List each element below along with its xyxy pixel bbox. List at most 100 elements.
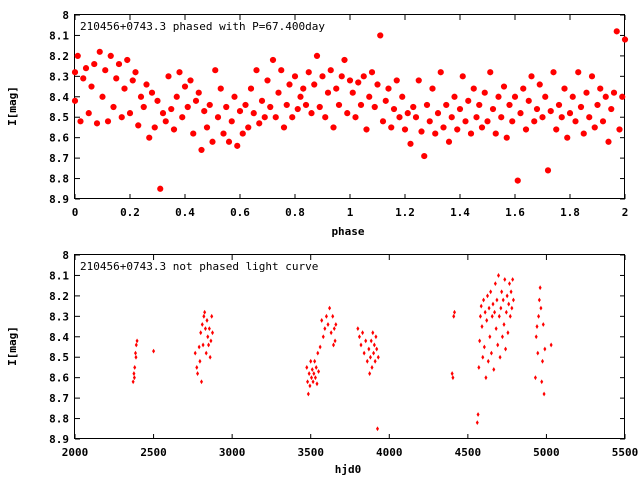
data-point: [569, 93, 576, 100]
data-point: [362, 350, 366, 356]
data-point: [421, 152, 428, 160]
data-point: [107, 52, 114, 59]
data-point: [451, 93, 458, 100]
data-point: [317, 369, 321, 374]
data-point: [316, 350, 320, 356]
data-point: [332, 342, 335, 348]
y-tick-label: 8.5: [49, 351, 69, 364]
data-point: [306, 379, 310, 385]
data-point: [322, 114, 329, 121]
data-point: [225, 138, 233, 145]
data-point: [517, 110, 524, 117]
data-point: [399, 93, 406, 100]
data-point: [478, 338, 482, 344]
data-point: [126, 110, 134, 117]
data-point: [371, 103, 378, 111]
y-tick-label: 8.9: [49, 433, 69, 446]
data-point: [332, 326, 336, 331]
data-point: [487, 69, 494, 76]
data-point: [159, 110, 167, 117]
x-axis-label: hjd0: [335, 463, 362, 476]
data-point: [500, 83, 508, 90]
data-point: [511, 277, 515, 282]
data-point: [385, 85, 392, 92]
data-point: [550, 69, 557, 76]
data-point: [528, 73, 535, 80]
data-point: [561, 85, 568, 92]
data-point: [313, 358, 317, 364]
data-point: [280, 124, 288, 131]
data-point: [374, 81, 381, 88]
data-point: [99, 93, 106, 100]
data-point: [537, 297, 541, 303]
data-point: [152, 348, 156, 354]
data-point: [88, 83, 95, 90]
data-point: [514, 177, 521, 184]
x-tick-label: 3000: [219, 446, 246, 459]
data-point: [486, 293, 489, 299]
data-point: [319, 73, 326, 80]
data-point: [137, 93, 145, 100]
x-tick-label: 3500: [297, 446, 324, 459]
data-point: [134, 350, 137, 356]
data-point: [289, 114, 296, 121]
data-point: [564, 134, 571, 141]
data-point: [228, 118, 235, 125]
data-point: [195, 365, 199, 370]
data-point: [541, 358, 544, 364]
data-point: [359, 342, 363, 348]
data-point: [594, 101, 601, 109]
data-point: [535, 324, 539, 329]
data-point: [583, 89, 590, 96]
data-point: [540, 379, 544, 385]
data-point: [300, 85, 307, 92]
data-point: [506, 101, 513, 109]
data-point: [220, 130, 227, 137]
data-point: [135, 122, 142, 129]
data-point: [531, 118, 538, 125]
data-point: [407, 140, 414, 147]
x-tick-label: 4500: [455, 446, 482, 459]
data-point: [379, 118, 387, 125]
data-point: [197, 344, 201, 350]
data-point: [316, 103, 323, 111]
data-point: [371, 330, 375, 336]
data-point: [110, 103, 117, 111]
data-point: [118, 114, 125, 121]
data-point: [190, 130, 197, 137]
data-point: [367, 346, 371, 352]
data-point: [490, 313, 494, 319]
data-point: [368, 354, 372, 360]
y-tick-label: 8.6: [49, 132, 69, 145]
data-point: [210, 313, 214, 319]
data-point: [231, 93, 238, 100]
data-point: [508, 281, 511, 287]
y-tick-label: 8.9: [49, 193, 69, 206]
y-tick-label: 8: [62, 9, 69, 22]
data-point: [140, 103, 147, 111]
data-point: [132, 375, 136, 381]
data-point: [297, 93, 304, 100]
data-point: [454, 126, 461, 133]
data-point: [310, 375, 313, 381]
data-point: [459, 73, 466, 80]
y-tick-label: 8.4: [49, 91, 69, 104]
data-point: [496, 342, 500, 348]
data-point: [376, 426, 379, 432]
data-point: [542, 93, 549, 100]
data-point: [495, 297, 499, 303]
data-point: [329, 330, 333, 336]
data-point: [539, 305, 543, 311]
data-point: [450, 371, 454, 376]
data-point: [207, 326, 211, 331]
data-point: [508, 313, 512, 319]
data-point: [479, 303, 483, 309]
data-point: [484, 118, 491, 125]
data-point: [364, 338, 368, 344]
data-point: [542, 391, 546, 397]
y-tick-label: 8.3: [49, 70, 69, 83]
data-point: [511, 297, 515, 303]
data-point: [486, 358, 490, 364]
data-point: [558, 114, 565, 121]
axis-ticks: 0 0.2 0.4 0.6 0.8 1 1.2 1.4 1.6 1.8 2 8 8.1 8.2 8.3 8.4…: [49, 9, 628, 219]
